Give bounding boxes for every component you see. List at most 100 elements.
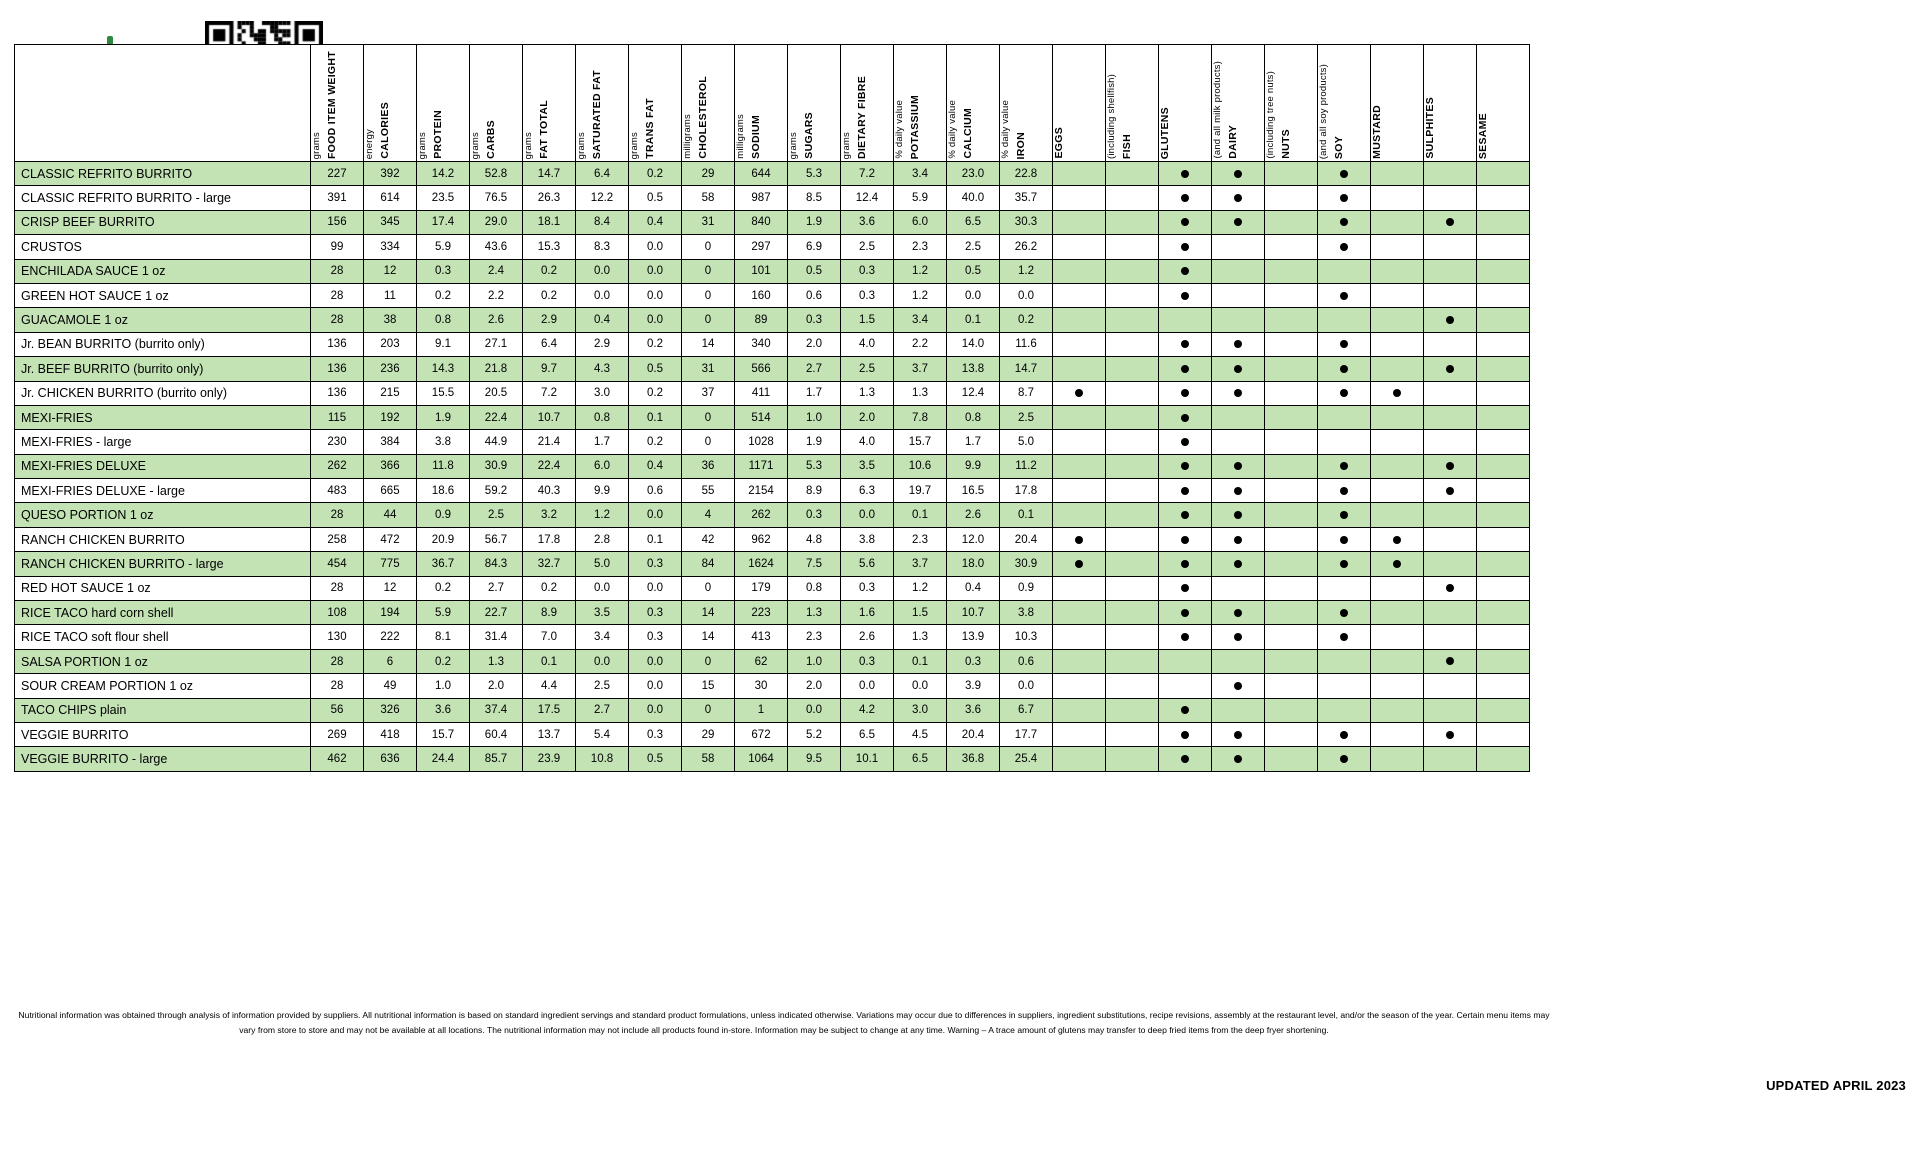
nutrient-value-cell: 0.2 [416, 282, 470, 309]
food-item-name: VEGGIE BURRITO [14, 721, 311, 748]
nutrient-value-cell: 2.2 [469, 282, 523, 309]
nutrient-value-cell: 28 [310, 502, 364, 528]
nutrient-value-cell: 6.4 [575, 160, 629, 187]
column-header-sub-label: % daily value [1000, 100, 1011, 159]
nutrient-value-cell: 3.8 [840, 526, 894, 553]
nutrient-value-cell: 1.9 [787, 429, 841, 455]
nutrient-value-cell: 2.7 [469, 575, 523, 602]
nutrient-value-cell: 10.7 [946, 600, 1000, 626]
nutrient-value-cell: 1.9 [416, 404, 470, 431]
allergen-marker-cell [1423, 429, 1477, 455]
nutrient-value-cell: 0 [681, 697, 735, 723]
nutrient-value-cell: 13.7 [522, 721, 576, 748]
nutrient-value-cell: 326 [363, 697, 417, 723]
allergen-marker-cell [1370, 429, 1424, 455]
nutrient-value-cell: 22.7 [469, 600, 523, 626]
allergen-dot-icon [1075, 535, 1083, 544]
allergen-marker-cell [1052, 160, 1106, 187]
allergen-marker-cell [1052, 356, 1106, 382]
allergen-dot-icon [1181, 535, 1189, 544]
allergen-marker-cell [1423, 697, 1477, 723]
nutrient-value-cell: 40.3 [522, 478, 576, 504]
allergen-marker-cell [1317, 331, 1371, 358]
allergen-marker-cell [1264, 160, 1318, 187]
nutrient-value-cell: 987 [734, 185, 788, 211]
nutrient-value-cell: 10.7 [522, 404, 576, 431]
allergen-dot-icon [1181, 267, 1189, 276]
nutrient-value-cell: 49 [363, 673, 417, 699]
allergen-dot-icon [1181, 242, 1189, 251]
nutrient-value-cell: 0.1 [893, 502, 947, 528]
allergen-marker-cell [1105, 356, 1159, 382]
column-header-glutens: GLUTENS [1158, 44, 1212, 162]
column-header-sub-label: grams [629, 131, 640, 159]
nutrient-value-cell: 22.8 [999, 160, 1053, 187]
allergen-marker-cell [1370, 721, 1424, 748]
allergen-dot-icon [1181, 559, 1189, 568]
nutrient-value-cell: 3.7 [893, 356, 947, 382]
allergen-marker-cell [1317, 502, 1371, 528]
allergen-marker-cell [1264, 721, 1318, 748]
nutrient-value-cell: 30 [734, 673, 788, 699]
nutrient-value-cell: 1.3 [469, 648, 523, 675]
nutrient-value-cell: 4.5 [893, 721, 947, 748]
column-header-main-label: IRON [1015, 131, 1028, 159]
nutrient-value-cell: 3.5 [840, 453, 894, 480]
nutrient-value-cell: 37 [681, 380, 735, 406]
allergen-dot-icon [1446, 462, 1454, 471]
nutrient-value-cell: 28 [310, 575, 364, 602]
nutrient-value-cell: 0.5 [628, 185, 682, 211]
allergen-marker-cell [1317, 478, 1371, 504]
nutrient-value-cell: 0.4 [946, 575, 1000, 602]
nutrient-value-cell: 18.6 [416, 478, 470, 504]
nutrient-value-cell: 26.2 [999, 234, 1053, 260]
nutrient-value-cell: 4 [681, 502, 735, 528]
nutrient-value-cell: 0.2 [628, 380, 682, 406]
food-item-name: CLASSIC REFRITO BURRITO [14, 160, 311, 187]
nutrient-value-cell: 30.9 [999, 551, 1053, 577]
allergen-marker-cell [1370, 258, 1424, 284]
nutrient-value-cell: 0.1 [946, 307, 1000, 333]
column-header-main-label: CHOLESTEROL [697, 76, 710, 159]
nutrient-value-cell: 262 [734, 502, 788, 528]
nutrient-value-cell: 17.7 [999, 721, 1053, 748]
table-row: CRUSTOS 99 334 5.9 43.6 15.3 8.3 0.0 0 297 6.9 2.5 2… [14, 234, 1530, 260]
nutrient-value-cell: 13.9 [946, 624, 1000, 650]
allergen-marker-cell [1052, 185, 1106, 211]
nutrient-value-cell: 89 [734, 307, 788, 333]
nutrient-value-cell: 9.9 [946, 453, 1000, 480]
allergen-dot-icon [1181, 194, 1189, 203]
nutrient-value-cell: 2.3 [787, 624, 841, 650]
nutrient-value-cell: 16.5 [946, 478, 1000, 504]
allergen-marker-cell [1158, 404, 1212, 431]
allergen-marker-cell [1423, 160, 1477, 187]
column-header-nuts: NUTS (including tree nuts) [1264, 44, 1318, 162]
column-header-main-label: GLUTENS [1159, 106, 1171, 159]
allergen-marker-cell [1370, 600, 1424, 626]
allergen-marker-cell [1317, 575, 1371, 602]
column-header-soy: SOY (and all soy products) [1317, 44, 1371, 162]
allergen-marker-cell [1105, 624, 1159, 650]
column-header-main-label: PROTEIN [432, 110, 445, 159]
nutrient-value-cell: 0.2 [522, 258, 576, 284]
nutrient-value-cell: 0.1 [628, 526, 682, 553]
allergen-marker-cell [1158, 307, 1212, 333]
nutrient-value-cell: 12 [363, 575, 417, 602]
nutrient-value-cell: 10.3 [999, 624, 1053, 650]
allergen-marker-cell [1158, 600, 1212, 626]
nutrient-value-cell: 3.7 [893, 551, 947, 577]
allergen-marker-cell [1158, 697, 1212, 723]
allergen-dot-icon [1181, 437, 1189, 446]
allergen-marker-cell [1158, 331, 1212, 358]
allergen-marker-cell [1264, 648, 1318, 675]
nutrient-value-cell: 14.3 [416, 356, 470, 382]
nutrient-value-cell: 5.0 [999, 429, 1053, 455]
allergen-dot-icon [1340, 169, 1348, 178]
nutrient-value-cell: 483 [310, 478, 364, 504]
nutrient-value-cell: 0.2 [522, 575, 576, 602]
food-item-name: ENCHILADA SAUCE 1 oz [14, 258, 311, 284]
nutrient-value-cell: 15.3 [522, 234, 576, 260]
nutrient-value-cell: 0.0 [575, 648, 629, 675]
allergen-dot-icon [1181, 584, 1189, 593]
allergen-marker-cell [1158, 721, 1212, 748]
